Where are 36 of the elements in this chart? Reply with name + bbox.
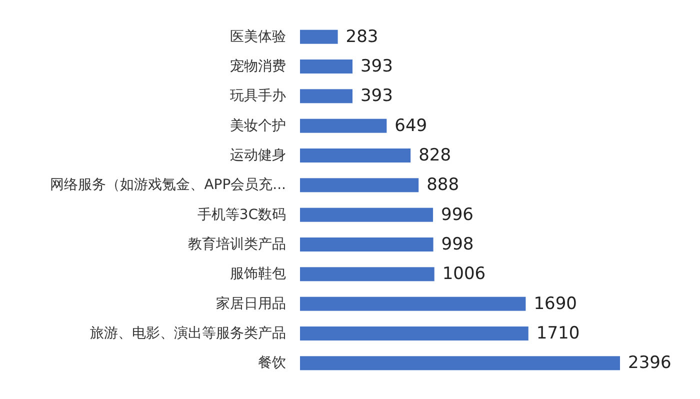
bar: [300, 60, 352, 74]
y-tick-label: 家居日用品: [216, 296, 286, 312]
data-label: 393: [360, 86, 393, 106]
data-label: 649: [394, 116, 428, 136]
bar: [300, 267, 434, 282]
bar: [300, 89, 352, 104]
data-label: 828: [418, 146, 452, 166]
bar: [300, 296, 526, 311]
y-tick-label: 运动健身: [230, 148, 286, 164]
y-tick-label: 旅游、电影、演出等服务类产品: [90, 326, 286, 342]
data-label: 888: [426, 175, 460, 196]
bar: [300, 326, 528, 340]
bar: [300, 118, 387, 133]
y-tick-label: 服饰鞋包: [230, 266, 286, 282]
y-tick-label: 餐饮: [258, 355, 286, 372]
bar: [300, 208, 434, 222]
data-label: 998: [441, 234, 474, 254]
data-label: 393: [360, 56, 393, 76]
data-label: 1710: [536, 324, 580, 344]
data-label: 1690: [534, 294, 577, 314]
data-label: 2396: [628, 353, 672, 374]
y-tick-label: 教育培训类产品: [188, 236, 286, 252]
y-tick-label: 玩具手办: [230, 88, 286, 104]
data-label: 283: [346, 26, 378, 47]
bar: [300, 356, 620, 370]
data-label: 1006: [442, 264, 486, 284]
data-label: 996: [441, 204, 474, 225]
bar: [300, 148, 411, 162]
y-tick-label: 美妆个护: [230, 118, 286, 134]
bar: [300, 238, 434, 252]
y-tick-label: 宠物消费: [230, 58, 286, 74]
bar: [300, 30, 338, 44]
y-tick-label: 手机等3C数码: [197, 206, 286, 223]
y-tick-label: 网络服务（如游戏氪金、APP会员充...: [50, 177, 286, 194]
bar: [300, 178, 419, 192]
y-tick-label: 医美体验: [230, 28, 286, 45]
